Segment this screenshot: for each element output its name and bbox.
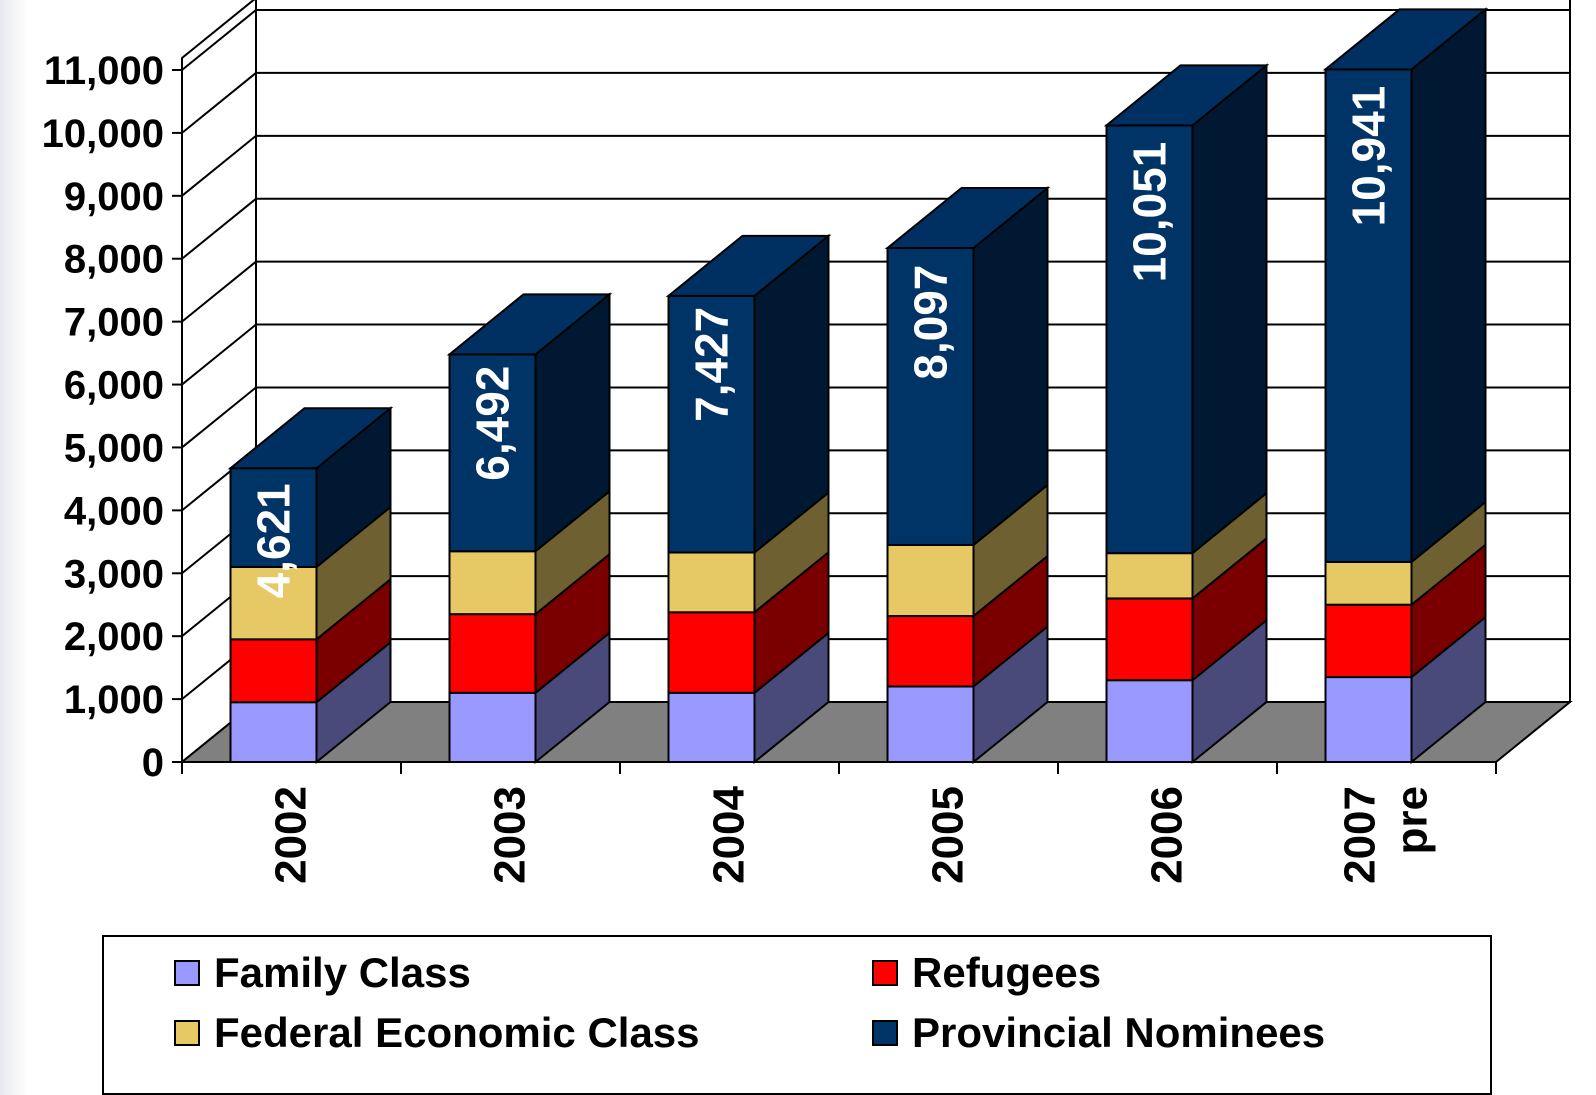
x-tick-label: 2002: [267, 786, 316, 884]
legend-item-refugees: Refugees: [872, 949, 1101, 997]
y-tick-label: 5,000: [64, 426, 164, 470]
bar-segment: [1105, 679, 1194, 764]
y-tick-label: 8,000: [64, 238, 164, 282]
bar-segment: [886, 685, 975, 763]
y-tick-label: 0: [142, 741, 164, 785]
bar-segment-side: [972, 185, 1049, 548]
data-label: 6,492: [467, 366, 519, 481]
legend-label-family-class: Family Class: [214, 949, 471, 996]
bar-segment: [886, 615, 975, 688]
y-tick-label: 11,000: [44, 49, 164, 93]
bar-segment: [667, 611, 756, 694]
bar-segment: [1105, 597, 1194, 682]
bar-segment: [448, 550, 537, 616]
bar-segment: [886, 247, 975, 546]
bar-top: [227, 407, 394, 470]
legend-label-federal-economic-class: Federal Economic Class: [214, 1009, 700, 1056]
bar-segment: [667, 294, 756, 554]
gridline: [181, 9, 1570, 71]
legend-swatch-family-class: [174, 960, 200, 986]
bar-top: [665, 234, 832, 297]
bar-segment: [1324, 560, 1413, 606]
legend-item-family-class: Family Class: [174, 949, 471, 997]
x-tick-label: 2003: [486, 786, 535, 884]
bar-top: [1322, 8, 1489, 71]
y-tick-label: 9,000: [64, 175, 164, 219]
y-tick-label: 7,000: [64, 301, 164, 345]
bar-stack: [1103, 63, 1270, 765]
bars: [227, 7, 1489, 765]
data-label: 4,621: [248, 483, 300, 598]
legend-label-refugees: Refugees: [912, 949, 1102, 996]
legend-swatch-federal-economic-class: [174, 1020, 200, 1046]
bar-segment: [448, 691, 537, 763]
data-label: 7,427: [686, 307, 738, 422]
y-tick-label: 10,000: [42, 112, 164, 156]
y-tick-label: 2,000: [64, 615, 164, 659]
y-tick-label: 4,000: [64, 489, 164, 533]
bar-segment-side: [1410, 7, 1487, 565]
gridline: [181, 71, 1570, 134]
bar-segment: [1105, 552, 1194, 600]
legend-item-federal-economic-class: Federal Economic Class: [174, 1009, 700, 1057]
bar-segment: [448, 613, 537, 694]
y-tick-label: 6,000: [64, 364, 164, 408]
bar-segment: [1324, 676, 1413, 764]
bar-stack: [227, 406, 394, 765]
bar-top: [446, 293, 613, 356]
x-tick-label: 2007: [1336, 786, 1385, 884]
y-tick-label: 1,000: [64, 678, 164, 722]
bar-segment: [667, 551, 756, 614]
bar-stack: [884, 185, 1051, 765]
bar-segment: [667, 691, 756, 763]
bar-stack: [1322, 7, 1489, 765]
axes: 0 1,000 2,000 3,000 4,000 5,000 6,000 7,000 8,00…: [42, 49, 1497, 884]
bar-segment: [229, 701, 318, 764]
x-tick-label: 2006: [1143, 786, 1192, 884]
data-label: 10,941: [1343, 86, 1395, 227]
x-tick-label: 2004: [705, 785, 754, 883]
bar-segment: [886, 543, 975, 618]
data-labels: 4,621 6,492 7,427 8,097 10,051 10,941: [248, 86, 1395, 599]
bar-segment-side: [1191, 63, 1268, 556]
legend-swatch-provincial-nominees: [872, 1020, 898, 1046]
bar-segment: [229, 467, 318, 568]
legend-item-provincial-nominees: Provincial Nominees: [872, 1009, 1325, 1057]
bar-segment: [1324, 603, 1413, 679]
x-tick-label: 2005: [924, 786, 973, 884]
y-tick-label: 3,000: [64, 552, 164, 596]
bar-top: [1103, 64, 1270, 127]
legend-label-provincial-nominees: Provincial Nominees: [912, 1009, 1326, 1056]
bar-top: [884, 187, 1051, 250]
bar-segment: [1105, 124, 1194, 555]
x-tick-label: pre: [1388, 786, 1437, 854]
bar-stack: [446, 292, 613, 765]
legend-swatch-refugees: [872, 960, 898, 986]
data-label: 8,097: [905, 265, 957, 380]
bar-stack: [665, 233, 832, 765]
data-label: 10,051: [1124, 142, 1176, 283]
legend: Family Class Refugees Federal Economic C…: [102, 935, 1492, 1095]
bar-segment: [229, 638, 318, 704]
